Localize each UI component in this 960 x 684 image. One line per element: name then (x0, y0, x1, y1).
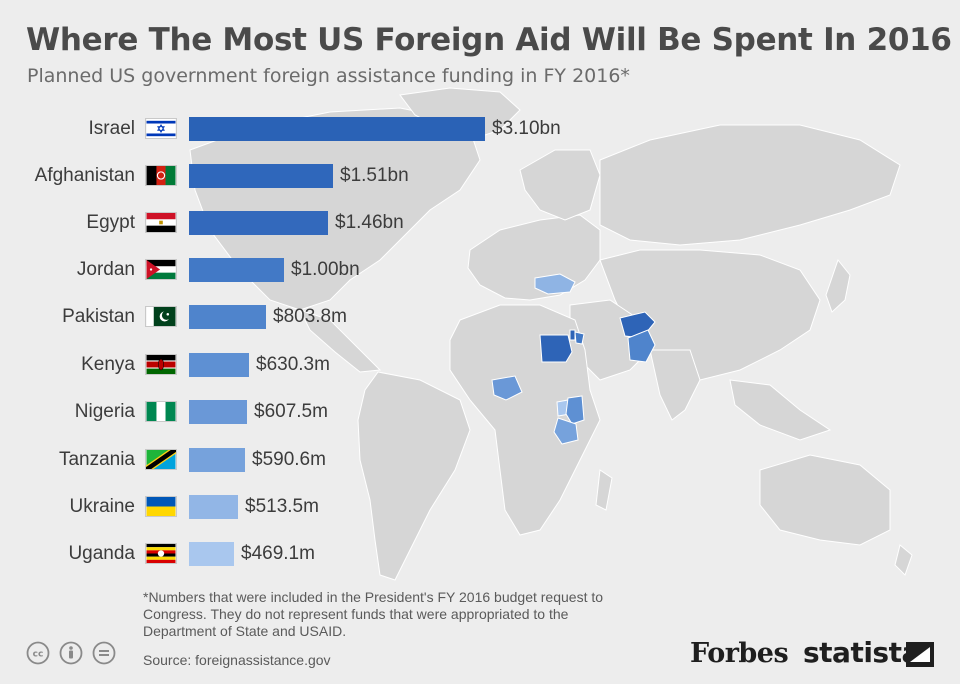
bar-mark (189, 353, 249, 377)
category-label: Egypt (86, 212, 135, 233)
bar-value-label: $469.1m (241, 543, 315, 564)
svg-text:cc: cc (33, 650, 44, 660)
bar-value-label: $607.5m (254, 401, 328, 422)
bar-row-ukraine: Ukraine $513.5m (0, 492, 600, 522)
bar-row-israel: Israel $3.10bn (0, 114, 600, 144)
map-russia (599, 124, 901, 246)
map-australia (759, 454, 891, 546)
bar-value-label: $513.5m (245, 496, 319, 517)
bar-value-label: $630.3m (256, 354, 330, 375)
map-ukraine (534, 273, 576, 295)
map-tanzania (553, 417, 579, 445)
bar-row-uganda: Uganda $469.1m (0, 539, 600, 569)
bar-row-pakistan: Pakistan $803.8m (0, 302, 600, 332)
afghanistan-flag-icon (145, 165, 177, 186)
map-scandinavia (519, 149, 601, 221)
page-title: Where The Most US Foreign Aid Will Be Sp… (26, 22, 952, 58)
bar-mark (189, 258, 284, 282)
bar-mark (189, 305, 266, 329)
ukraine-flag-icon (145, 496, 177, 517)
map-central-america (299, 309, 382, 373)
bar-mark (189, 164, 333, 188)
map-japan (825, 258, 851, 313)
bar-row-egypt: Egypt $1.46bn (0, 208, 600, 238)
category-label: Pakistan (62, 306, 135, 327)
map-nigeria (491, 375, 523, 401)
bar-value-label: $1.46bn (335, 212, 404, 233)
source-link[interactable]: Source: foreignassistance.gov (143, 652, 331, 668)
bar-value-label: $803.8m (273, 306, 347, 327)
bar-value-label: $590.6m (252, 449, 326, 470)
bar-mark (189, 211, 328, 235)
bar-mark (189, 542, 234, 566)
category-label: Afghanistan (34, 165, 135, 186)
map-southeast-asia (729, 379, 832, 441)
bar-mark (189, 495, 238, 519)
forbes-logo[interactable]: Forbes (690, 638, 789, 669)
page-subtitle: Planned US government foreign assistance… (27, 65, 630, 87)
uganda-flag-icon (145, 543, 177, 564)
bar-row-nigeria: Nigeria $607.5m (0, 397, 600, 427)
category-label: Israel (88, 118, 135, 139)
bar-value-label: $3.10bn (492, 118, 561, 139)
statista-logo[interactable]: statista (803, 636, 920, 669)
no-derivatives-icon[interactable] (92, 641, 116, 665)
category-label: Jordan (76, 259, 135, 280)
bar-value-label: $1.51bn (340, 165, 409, 186)
map-madagascar (595, 469, 613, 511)
kenya-flag-icon (145, 354, 177, 375)
category-label: Tanzania (58, 449, 135, 470)
statista-logo-icon (906, 642, 934, 667)
bar-row-kenya: Kenya $630.3m (0, 350, 600, 380)
map-pakistan (627, 329, 656, 363)
map-israel (569, 329, 576, 341)
category-label: Nigeria (74, 401, 135, 422)
map-india (649, 349, 701, 421)
bar-row-afghanistan: Afghanistan $1.51bn (0, 161, 600, 191)
category-label: Kenya (81, 354, 135, 375)
footnote: *Numbers that were included in the Presi… (143, 589, 604, 639)
bar-value-label: $1.00bn (291, 259, 360, 280)
tanzania-flag-icon (145, 449, 177, 470)
bar-mark (189, 400, 247, 424)
bar-mark (189, 117, 485, 141)
bar-mark (189, 448, 245, 472)
map-egypt (539, 334, 573, 363)
nigeria-flag-icon (145, 401, 177, 422)
category-label: Ukraine (69, 496, 135, 517)
pakistan-flag-icon (145, 306, 177, 327)
bar-row-tanzania: Tanzania $590.6m (0, 445, 600, 475)
map-kenya (565, 395, 585, 425)
creative-commons-icon[interactable]: cc (26, 641, 50, 665)
map-south-america (357, 371, 471, 581)
category-label: Uganda (68, 543, 135, 564)
attribution-icon[interactable] (59, 641, 83, 665)
map-jordan (574, 331, 585, 345)
map-new-zealand (894, 544, 913, 576)
israel-flag-icon (145, 118, 177, 139)
jordan-flag-icon (145, 259, 177, 280)
egypt-flag-icon (145, 212, 177, 233)
bar-row-jordan: Jordan $1.00bn (0, 255, 600, 285)
